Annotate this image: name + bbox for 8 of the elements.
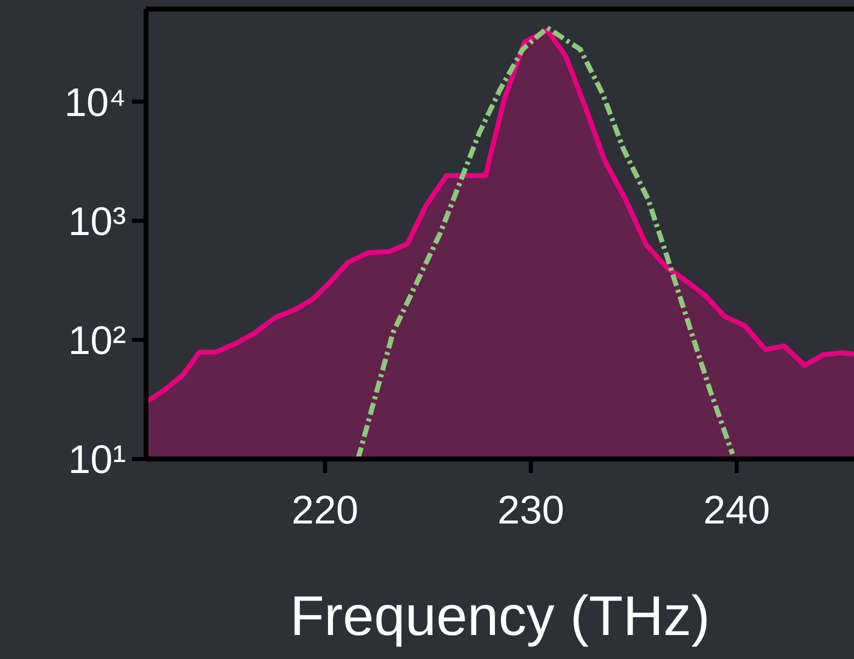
y-tick-label: 10³: [68, 200, 126, 244]
x-tick-label: 220: [292, 488, 358, 532]
x-tick-label: 230: [497, 488, 564, 532]
y-tick-label: 10⁴: [64, 80, 126, 125]
x-axis-title: Frequency (THz): [290, 584, 710, 647]
y-tick-label: 10¹: [68, 438, 126, 482]
x-tick-label: 240: [703, 488, 770, 532]
y-tick-label: 10²: [68, 319, 126, 364]
